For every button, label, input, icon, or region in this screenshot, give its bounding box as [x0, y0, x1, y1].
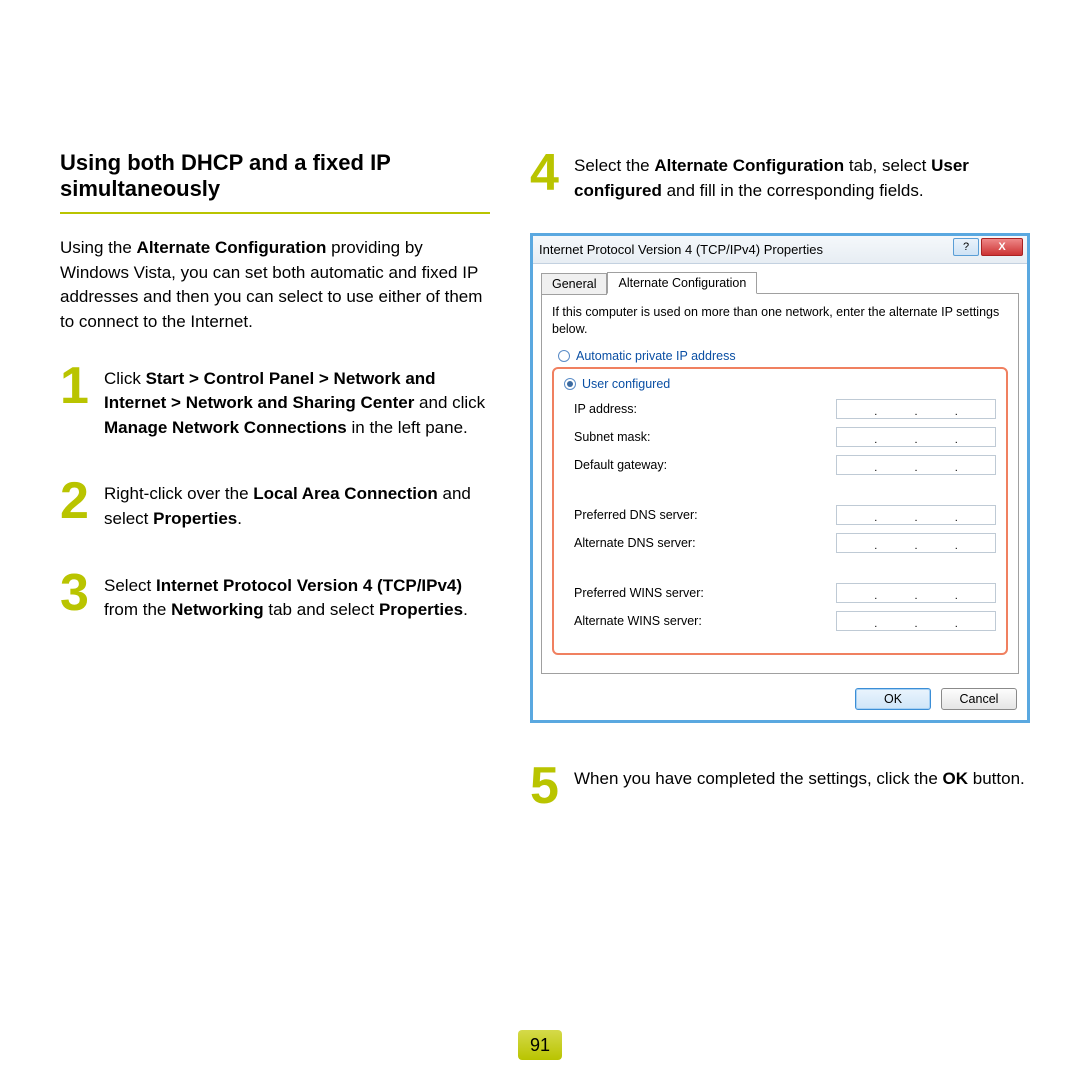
step-number: 5 — [530, 763, 568, 810]
properties-dialog: Internet Protocol Version 4 (TCP/IPv4) P… — [530, 233, 1030, 723]
ok-button[interactable]: OK — [855, 688, 931, 710]
field-preferred-dns: Preferred DNS server: ... — [564, 505, 996, 525]
ip-input[interactable]: ... — [836, 455, 996, 475]
radio-label: Automatic private IP address — [576, 349, 736, 363]
tab-body: If this computer is used on more than on… — [541, 293, 1019, 674]
radio-icon — [564, 378, 576, 390]
dialog-button-row: OK Cancel — [533, 682, 1027, 720]
field-preferred-wins: Preferred WINS server: ... — [564, 583, 996, 603]
titlebar: Internet Protocol Version 4 (TCP/IPv4) P… — [533, 236, 1027, 264]
field-alternate-dns: Alternate DNS server: ... — [564, 533, 996, 553]
field-label: Subnet mask: — [564, 430, 836, 444]
step-number: 2 — [60, 478, 98, 525]
ip-input[interactable]: ... — [836, 583, 996, 603]
step-number: 1 — [60, 363, 98, 410]
step-1: 1 Click Start > Control Panel > Network … — [60, 363, 490, 441]
tab-description: If this computer is used on more than on… — [552, 304, 1008, 337]
step-text: Click Start > Control Panel > Network an… — [104, 363, 490, 441]
radio-icon — [558, 350, 570, 362]
field-label: IP address: — [564, 402, 836, 416]
step-text: Right-click over the Local Area Connecti… — [104, 478, 490, 531]
field-label: Preferred DNS server: — [564, 508, 836, 522]
step-text: Select Internet Protocol Version 4 (TCP/… — [104, 570, 490, 623]
ip-input[interactable]: ... — [836, 399, 996, 419]
field-label: Alternate DNS server: — [564, 536, 836, 550]
step-number: 3 — [60, 570, 98, 617]
close-button[interactable]: X — [981, 238, 1023, 256]
ip-input[interactable]: ... — [836, 427, 996, 447]
intro-paragraph: Using the Alternate Configuration provid… — [60, 236, 490, 335]
field-default-gateway: Default gateway: ... — [564, 455, 996, 475]
step-2: 2 Right-click over the Local Area Connec… — [60, 478, 490, 531]
left-column: Using both DHCP and a fixed IP simultane… — [60, 150, 490, 848]
field-alternate-wins: Alternate WINS server: ... — [564, 611, 996, 631]
field-label: Default gateway: — [564, 458, 836, 472]
radio-automatic[interactable]: Automatic private IP address — [552, 349, 1008, 363]
ip-input[interactable]: ... — [836, 611, 996, 631]
ip-input[interactable]: ... — [836, 505, 996, 525]
field-label: Preferred WINS server: — [564, 586, 836, 600]
step-text: Select the Alternate Configuration tab, … — [574, 150, 1030, 203]
intro-bold: Alternate Configuration — [137, 238, 327, 257]
tab-alternate-configuration[interactable]: Alternate Configuration — [607, 272, 757, 294]
highlight-box: User configured IP address: ... Subnet m… — [552, 367, 1008, 655]
radio-label: User configured — [582, 377, 670, 391]
help-button[interactable]: ? — [953, 238, 979, 256]
field-subnet-mask: Subnet mask: ... — [564, 427, 996, 447]
field-label: Alternate WINS server: — [564, 614, 836, 628]
manual-page: Using both DHCP and a fixed IP simultane… — [0, 0, 1080, 848]
ip-input[interactable]: ... — [836, 533, 996, 553]
tab-strip: General Alternate Configuration — [533, 264, 1027, 294]
step-3: 3 Select Internet Protocol Version 4 (TC… — [60, 570, 490, 623]
radio-user-configured[interactable]: User configured — [564, 377, 996, 391]
step-number: 4 — [530, 150, 568, 197]
field-ip-address: IP address: ... — [564, 399, 996, 419]
dialog-title: Internet Protocol Version 4 (TCP/IPv4) P… — [539, 242, 823, 257]
section-title: Using both DHCP and a fixed IP simultane… — [60, 150, 490, 214]
tab-general[interactable]: General — [541, 273, 607, 295]
cancel-button[interactable]: Cancel — [941, 688, 1017, 710]
step-text: When you have completed the settings, cl… — [574, 763, 1025, 792]
intro-text: Using the — [60, 238, 137, 257]
page-number: 91 — [518, 1030, 562, 1060]
right-column: 4 Select the Alternate Configuration tab… — [530, 150, 1030, 848]
step-4: 4 Select the Alternate Configuration tab… — [530, 150, 1030, 203]
step-5: 5 When you have completed the settings, … — [530, 763, 1030, 810]
